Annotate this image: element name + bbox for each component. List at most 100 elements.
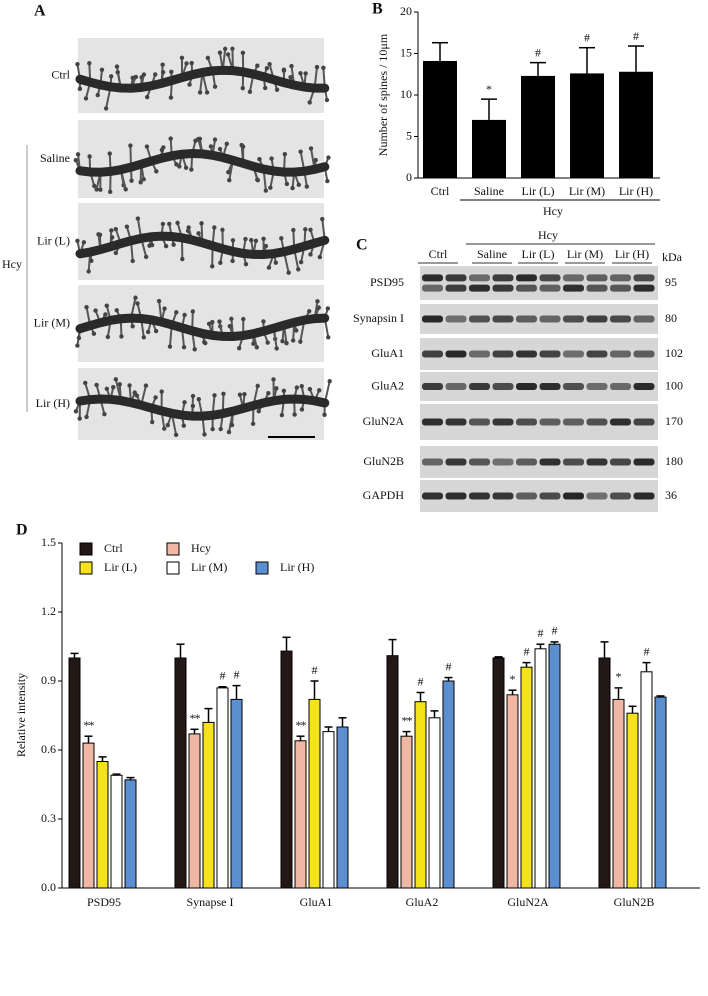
spine-head bbox=[127, 383, 132, 388]
bar bbox=[124, 779, 137, 889]
annotation: ** bbox=[84, 718, 95, 732]
bar bbox=[110, 774, 123, 889]
bar bbox=[654, 696, 667, 889]
annotation: ** bbox=[402, 713, 413, 727]
spine-head bbox=[105, 334, 111, 340]
band bbox=[516, 418, 537, 426]
band bbox=[586, 350, 608, 358]
spine-head bbox=[171, 242, 176, 247]
bar bbox=[548, 643, 561, 889]
legend-swatch bbox=[166, 542, 180, 556]
dendrite bbox=[75, 313, 330, 341]
x-tick-label: Lir (L) bbox=[522, 184, 555, 198]
panel-label: B bbox=[372, 1, 383, 18]
spine-head bbox=[255, 177, 261, 183]
spine-head bbox=[123, 187, 128, 192]
spine-head bbox=[290, 338, 296, 343]
spine-head bbox=[141, 72, 147, 77]
band bbox=[492, 274, 514, 282]
spine-head bbox=[271, 377, 276, 382]
spine-head bbox=[230, 46, 235, 51]
kda-label: 36 bbox=[665, 488, 677, 502]
spine-head bbox=[143, 383, 149, 388]
spine-head bbox=[266, 390, 271, 396]
x-tick-label: Synapse I bbox=[187, 895, 234, 909]
annotation: ** bbox=[296, 718, 307, 732]
spine-head bbox=[316, 305, 321, 310]
spine-head bbox=[95, 92, 100, 98]
spine-head bbox=[204, 90, 210, 95]
band bbox=[445, 315, 467, 323]
bar bbox=[626, 712, 639, 889]
bar bbox=[68, 657, 81, 889]
spine-head bbox=[135, 216, 141, 221]
spine-head bbox=[87, 154, 92, 159]
spine-head bbox=[163, 243, 169, 249]
y-axis-title: Number of spines / 10μm bbox=[376, 33, 390, 156]
band bbox=[516, 492, 537, 500]
y-tick-label: 15 bbox=[400, 45, 412, 59]
band bbox=[563, 284, 584, 292]
band bbox=[610, 458, 631, 466]
spine-head bbox=[119, 334, 124, 339]
kda-label: 95 bbox=[665, 275, 677, 289]
spine-head bbox=[212, 225, 217, 230]
panel-label: A bbox=[34, 3, 46, 20]
spine-head bbox=[210, 264, 215, 269]
row-label: Ctrl bbox=[51, 67, 70, 81]
bar bbox=[400, 735, 413, 889]
spine-head bbox=[104, 386, 110, 392]
spine-head bbox=[160, 62, 165, 67]
spine-head bbox=[253, 238, 259, 244]
kda-label: 100 bbox=[665, 378, 683, 392]
annotation: # bbox=[418, 674, 424, 688]
bar bbox=[619, 71, 653, 178]
spine-head bbox=[227, 177, 232, 183]
dendrite bbox=[75, 65, 330, 93]
lane-label: Lir (H) bbox=[615, 247, 649, 261]
spine-head bbox=[296, 182, 302, 188]
bar bbox=[322, 731, 335, 889]
spine-head bbox=[154, 169, 159, 174]
bar bbox=[216, 687, 229, 889]
legend-label: Ctrl bbox=[104, 541, 123, 555]
bar bbox=[612, 698, 625, 889]
spine-head bbox=[130, 258, 135, 264]
spine-head bbox=[325, 306, 330, 311]
spine-head bbox=[308, 146, 314, 151]
spine-head bbox=[153, 72, 158, 77]
band bbox=[563, 418, 584, 426]
band bbox=[633, 458, 655, 466]
protein-label: GluA2 bbox=[371, 378, 404, 392]
spine-head bbox=[99, 67, 105, 73]
spine-head bbox=[206, 321, 212, 327]
spine-head bbox=[274, 87, 280, 92]
band bbox=[563, 492, 584, 500]
band bbox=[422, 350, 443, 358]
band bbox=[445, 383, 467, 390]
band bbox=[445, 274, 467, 282]
spine-head bbox=[107, 189, 113, 195]
spine-head bbox=[230, 258, 235, 264]
bar bbox=[174, 657, 187, 889]
spine-head bbox=[177, 164, 182, 169]
spine-head bbox=[174, 310, 179, 315]
spine-head bbox=[181, 423, 186, 428]
spine-head bbox=[168, 136, 173, 141]
spine-head bbox=[86, 269, 91, 274]
band bbox=[610, 350, 631, 358]
spine-head bbox=[208, 144, 214, 149]
spine-head bbox=[83, 96, 89, 101]
band bbox=[469, 458, 490, 466]
spine-head bbox=[269, 156, 274, 161]
band bbox=[633, 284, 655, 292]
spine-head bbox=[92, 183, 97, 189]
spine-head bbox=[317, 254, 323, 260]
spine-head bbox=[147, 243, 152, 248]
spine-head bbox=[189, 60, 194, 66]
spine-head bbox=[156, 298, 162, 304]
band bbox=[586, 284, 608, 292]
spine-head bbox=[240, 85, 245, 91]
spine-head bbox=[315, 299, 320, 304]
